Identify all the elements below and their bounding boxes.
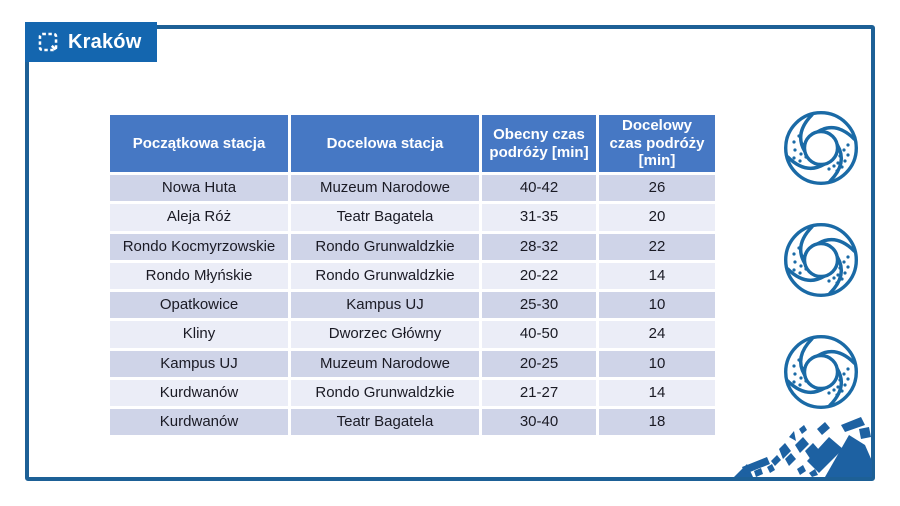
cell-start-station: Rondo Kocmyrzowskie (110, 233, 288, 260)
column-header-start-station: Początkowa stacja (110, 115, 288, 173)
cell-current-time: 25-30 (482, 292, 596, 319)
column-header-current-time: Obecny czas podróży [min] (482, 115, 596, 173)
table-row: Nowa Huta Muzeum Narodowe 40-42 26 (110, 175, 715, 202)
cell-target-time: 10 (599, 292, 715, 319)
cell-dest-station: Muzeum Narodowe (291, 175, 479, 202)
table-row: Kurdwanów Rondo Grunwaldzkie 21-27 14 (110, 379, 715, 407)
city-map-decoration-icon (734, 417, 872, 477)
column-header-target-time: Docelowy czas podróży [min] (599, 115, 715, 173)
table-row: Kampus UJ Muzeum Narodowe 20-25 10 (110, 350, 715, 377)
cell-current-time: 31-35 (482, 204, 596, 231)
cell-start-station: Opatkowice (110, 292, 288, 319)
table-header-row: Początkowa stacja Docelowa stacja Obecny… (110, 115, 715, 173)
cell-start-station: Kampus UJ (110, 350, 288, 377)
cell-current-time: 20-22 (482, 262, 596, 290)
cell-current-time: 40-42 (482, 175, 596, 202)
cell-dest-station: Rondo Grunwaldzkie (291, 233, 479, 260)
cell-current-time: 40-50 (482, 321, 596, 348)
cell-dest-station: Teatr Bagatela (291, 204, 479, 231)
obwarzanek-bagel-icon (784, 111, 858, 185)
cell-target-time: 22 (599, 233, 715, 260)
cell-target-time: 14 (599, 379, 715, 407)
cell-start-station: Kurdwanów (110, 379, 288, 407)
travel-times-table-wrapper: Początkowa stacja Docelowa stacja Obecny… (107, 112, 718, 438)
table-body: Nowa Huta Muzeum Narodowe 40-42 26 Aleja Róż… (110, 175, 715, 436)
cell-dest-station: Dworzec Główny (291, 321, 479, 348)
cell-dest-station: Rondo Grunwaldzkie (291, 379, 479, 407)
cell-current-time: 30-40 (482, 409, 596, 436)
table-row: Kurdwanów Teatr Bagatela 30-40 18 (110, 409, 715, 436)
cell-dest-station: Teatr Bagatela (291, 409, 479, 436)
travel-times-table: Początkowa stacja Docelowa stacja Obecny… (107, 112, 718, 438)
cell-target-time: 26 (599, 175, 715, 202)
cell-start-station: Kliny (110, 321, 288, 348)
obwarzanek-bagel-icon (784, 335, 858, 409)
cell-dest-station: Muzeum Narodowe (291, 350, 479, 377)
cell-current-time: 28-32 (482, 233, 596, 260)
cell-target-time: 10 (599, 350, 715, 377)
cell-start-station: Nowa Huta (110, 175, 288, 202)
cell-current-time: 21-27 (482, 379, 596, 407)
cell-dest-station: Rondo Grunwaldzkie (291, 262, 479, 290)
cell-target-time: 14 (599, 262, 715, 290)
table-row: Aleja Róż Teatr Bagatela 31-35 20 (110, 204, 715, 231)
table-row: Opatkowice Kampus UJ 25-30 10 (110, 292, 715, 319)
cell-target-time: 20 (599, 204, 715, 231)
cell-target-time: 24 (599, 321, 715, 348)
cell-dest-station: Kampus UJ (291, 292, 479, 319)
cell-current-time: 20-25 (482, 350, 596, 377)
cell-target-time: 18 (599, 409, 715, 436)
cell-start-station: Aleja Róż (110, 204, 288, 231)
obwarzanek-bagel-icon (784, 223, 858, 297)
cell-start-station: Kurdwanów (110, 409, 288, 436)
bagel-icon-column (781, 108, 861, 412)
table-row: Kliny Dworzec Główny 40-50 24 (110, 321, 715, 348)
cell-start-station: Rondo Młyńskie (110, 262, 288, 290)
column-header-dest-station: Docelowa stacja (291, 115, 479, 173)
krakow-logo-icon (38, 32, 58, 52)
table-row: Rondo Młyńskie Rondo Grunwaldzkie 20-22 14 (110, 262, 715, 290)
badge-label: Kraków (68, 30, 142, 53)
krakow-badge: Kraków (25, 22, 158, 62)
table-row: Rondo Kocmyrzowskie Rondo Grunwaldzkie 28-… (110, 233, 715, 260)
